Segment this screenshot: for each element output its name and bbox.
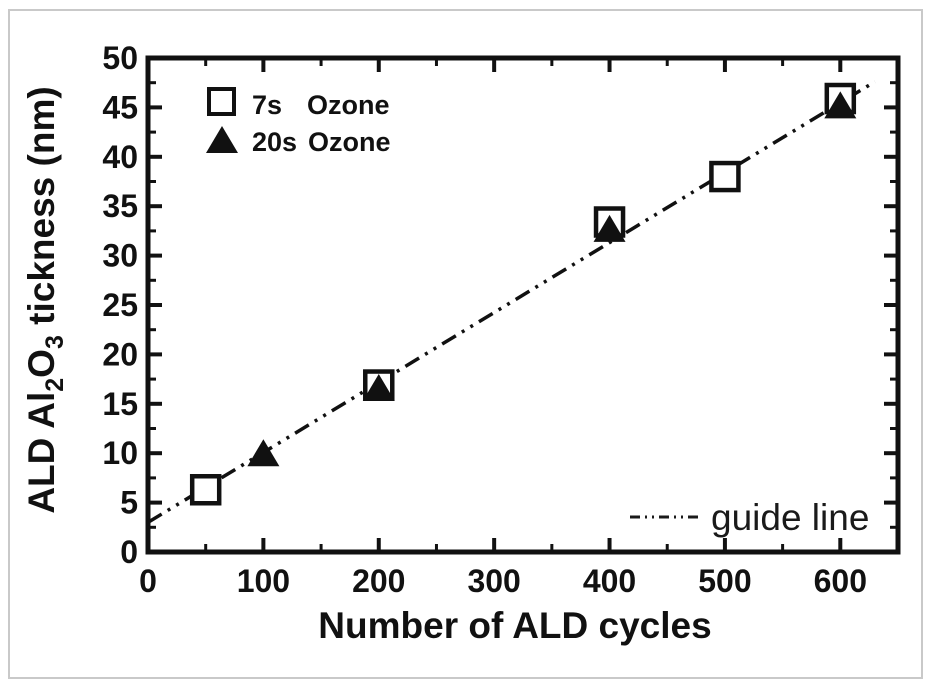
legend-series-2-duration: 20s [252, 127, 297, 157]
y-tick-label: 50 [102, 40, 138, 76]
x-tick-label: 0 [139, 563, 157, 599]
x-tick-label: 100 [237, 563, 290, 599]
plot-area: 0 100 200 300 400 500 600 0 5 10 15 20 25 30 35 40 45 50 [102, 40, 901, 599]
y-tick-label: 45 [102, 89, 138, 125]
data-point-triangle [247, 439, 280, 467]
legend-series-2-gas: Ozone [308, 127, 391, 157]
data-point-square [709, 160, 741, 193]
y-tick-label: 40 [102, 139, 138, 175]
y-tick-label: 25 [102, 287, 138, 323]
guide-line-legend: guide line [630, 497, 869, 538]
x-tick-label: 600 [814, 563, 867, 599]
guide-line [147, 80, 876, 524]
x-axis-title: Number of ALD cycles [318, 605, 711, 646]
legend-series-1-duration: 7s [252, 90, 282, 120]
x-tick-label: 500 [698, 563, 751, 599]
y-tick-label: 10 [102, 435, 138, 471]
legend-open-square-marker [207, 87, 236, 116]
legend-series-1-gas: Ozone [307, 90, 390, 120]
x-tick-label: 200 [352, 563, 405, 599]
data-point-triangle [362, 373, 395, 401]
guide-line-label: guide line [711, 497, 869, 538]
y-tick-label: 20 [102, 336, 138, 372]
data-point-triangle [593, 214, 626, 242]
legend-filled-triangle-marker [206, 126, 238, 153]
y-tick-label: 0 [120, 534, 138, 570]
y-tick-label: 35 [102, 188, 138, 224]
y-axis-title: ALD Al2O3 tickness (nm) [21, 86, 69, 513]
y-tick-label: 15 [102, 386, 138, 422]
legend: 7s Ozone 20s Ozone [206, 87, 391, 157]
data-point-square [189, 474, 222, 506]
y-tick-label: 30 [102, 238, 138, 274]
x-tick-label: 400 [583, 563, 636, 599]
y-tick-label: 5 [120, 485, 138, 521]
data-point-triangle [824, 91, 857, 119]
x-tick-label: 300 [467, 563, 520, 599]
